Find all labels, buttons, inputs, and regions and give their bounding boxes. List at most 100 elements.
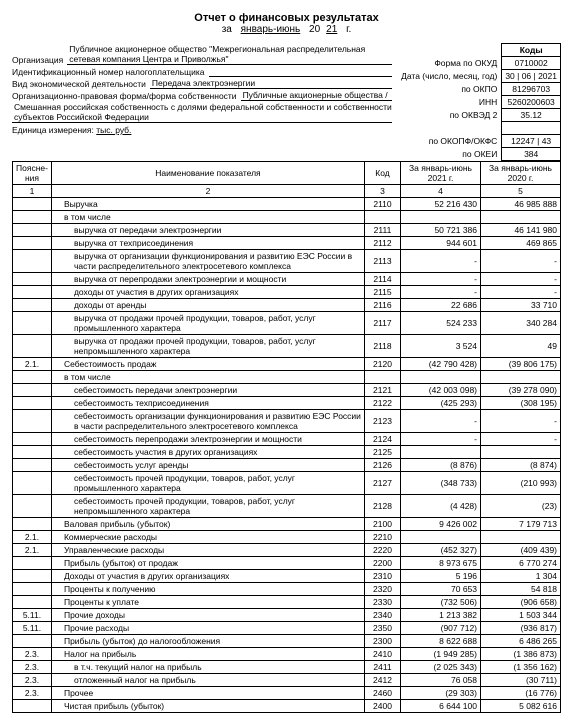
row-code: 2411 <box>365 661 401 674</box>
row-val-2020: (906 658) <box>481 596 561 609</box>
row-code: 2121 <box>365 384 401 397</box>
table-row: себестоимость услуг аренды2126(8 876)(8 … <box>13 459 561 472</box>
table-row: доходы от участия в других организациях2… <box>13 286 561 299</box>
row-name: себестоимость передачи электроэнергии <box>51 384 364 397</box>
row-name: Прочие доходы <box>51 609 364 622</box>
row-code: 2100 <box>365 518 401 531</box>
row-val-2020: - <box>481 433 561 446</box>
row-code: 2410 <box>365 648 401 661</box>
row-val-2020 <box>481 531 561 544</box>
row-name: Проценты к получению <box>51 583 364 596</box>
row-val-2021: (29 303) <box>401 687 481 700</box>
okopf-value: 12247 | 43 <box>502 135 561 148</box>
table-row: себестоимость организации функционирован… <box>13 410 561 433</box>
row-pos <box>13 237 52 250</box>
row-val-2020: - <box>481 286 561 299</box>
table-row: себестоимость прочей продукции, товаров,… <box>13 472 561 495</box>
row-name: Проценты к уплате <box>51 596 364 609</box>
row-pos <box>13 299 52 312</box>
row-pos <box>13 224 52 237</box>
row-name: Прибыль (убыток) до налогообложения <box>51 635 364 648</box>
row-val-2021: (348 733) <box>401 472 481 495</box>
row-code: 2330 <box>365 596 401 609</box>
table-row: выручка от организации функционирования … <box>13 250 561 273</box>
row-pos: 2.3. <box>13 648 52 661</box>
table-row: 5.11.Прочие доходы23401 213 3821 503 344 <box>13 609 561 622</box>
table-row: выручка от перепродажи электроэнергии и … <box>13 273 561 286</box>
row-val-2021 <box>401 371 481 384</box>
row-code: 2127 <box>365 472 401 495</box>
row-pos: 5.11. <box>13 622 52 635</box>
row-name: Чистая прибыль (убыток) <box>51 700 364 713</box>
row-name: выручка от техприсоединения <box>51 237 364 250</box>
row-name: себестоимость участия в других организац… <box>51 446 364 459</box>
row-val-2021: 5 196 <box>401 570 481 583</box>
row-code <box>365 371 401 384</box>
row-name: Коммерческие расходы <box>51 531 364 544</box>
row-pos <box>13 397 52 410</box>
row-pos: 5.11. <box>13 609 52 622</box>
inn-value <box>209 66 393 77</box>
table-row: Выручка211052 216 43046 985 888 <box>13 198 561 211</box>
table-row: Проценты к получению232070 65354 818 <box>13 583 561 596</box>
report-title: Отчет о финансовых результатах <box>12 12 561 24</box>
row-code: 2200 <box>365 557 401 570</box>
org-label: Организация <box>12 55 67 65</box>
row-val-2020: 7 179 713 <box>481 518 561 531</box>
row-val-2020: (16 776) <box>481 687 561 700</box>
row-code: 2128 <box>365 495 401 518</box>
col-head-5: За январь-июнь 2020 г. <box>481 162 561 185</box>
table-row: выручка от техприсоединения2112944 60146… <box>13 237 561 250</box>
row-val-2020: 6 486 265 <box>481 635 561 648</box>
row-val-2021: 944 601 <box>401 237 481 250</box>
row-pos: 2.1. <box>13 544 52 557</box>
table-row: 2.1.Коммерческие расходы2210 <box>13 531 561 544</box>
table-row: доходы от аренды211622 68633 710 <box>13 299 561 312</box>
row-pos <box>13 459 52 472</box>
row-pos <box>13 410 52 433</box>
table-row: себестоимость передачи электроэнергии212… <box>13 384 561 397</box>
row-val-2020: (308 195) <box>481 397 561 410</box>
row-val-2021: 6 644 100 <box>401 700 481 713</box>
table-row: 2.3.Прочее2460(29 303)(16 776) <box>13 687 561 700</box>
row-val-2020: (23) <box>481 495 561 518</box>
row-val-2020: 33 710 <box>481 299 561 312</box>
row-val-2020: 6 770 274 <box>481 557 561 570</box>
row-val-2020: 469 865 <box>481 237 561 250</box>
row-name: выручка от продажи прочей продукции, тов… <box>51 335 364 358</box>
row-code: 2120 <box>365 358 401 371</box>
row-val-2020: 49 <box>481 335 561 358</box>
row-val-2020: - <box>481 250 561 273</box>
date-label: Дата (число, месяц, год) <box>398 70 502 83</box>
row-code: 2350 <box>365 622 401 635</box>
activity-value: Передача электроэнергии <box>150 78 392 89</box>
row-pos: 2.3. <box>13 687 52 700</box>
row-pos <box>13 286 52 299</box>
row-val-2020: - <box>481 273 561 286</box>
okud-value: 0710002 <box>502 57 561 70</box>
table-row: себестоимость техприсоединения2122(425 2… <box>13 397 561 410</box>
row-pos <box>13 583 52 596</box>
col-num-3: 3 <box>365 185 401 198</box>
row-name: себестоимость техприсоединения <box>51 397 364 410</box>
row-code: 2113 <box>365 250 401 273</box>
row-name: себестоимость прочей продукции, товаров,… <box>51 472 364 495</box>
row-name: Управленческие расходы <box>51 544 364 557</box>
table-row: Чистая прибыль (убыток)24006 644 1005 08… <box>13 700 561 713</box>
row-code: 2110 <box>365 198 401 211</box>
row-val-2021: (8 876) <box>401 459 481 472</box>
row-code: 2460 <box>365 687 401 700</box>
row-val-2020: - <box>481 410 561 433</box>
row-name: выручка от организации функционирования … <box>51 250 364 273</box>
row-val-2021: 1 213 382 <box>401 609 481 622</box>
okpo-value: 81296703 <box>502 83 561 96</box>
row-val-2020: (8 874) <box>481 459 561 472</box>
table-row: выручка от передачи электроэнергии211150… <box>13 224 561 237</box>
row-code: 2112 <box>365 237 401 250</box>
row-val-2020: 5 082 616 <box>481 700 561 713</box>
row-name: себестоимость перепродажи электроэнергии… <box>51 433 364 446</box>
row-code: 2126 <box>365 459 401 472</box>
row-name: выручка от передачи электроэнергии <box>51 224 364 237</box>
row-val-2021: - <box>401 286 481 299</box>
row-code: 2115 <box>365 286 401 299</box>
